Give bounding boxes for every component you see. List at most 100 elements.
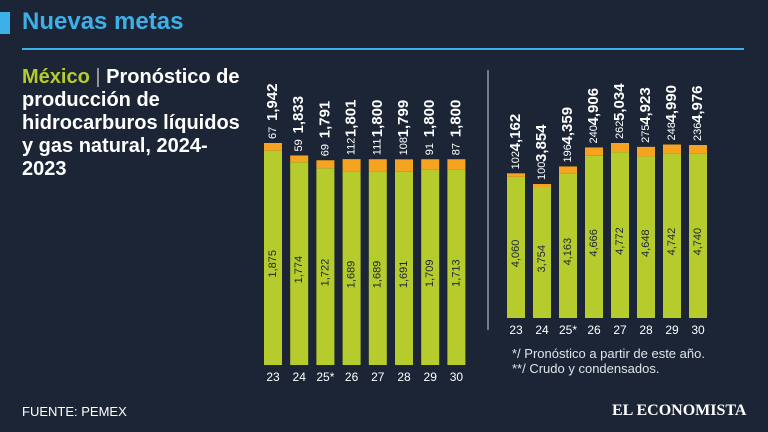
value-label: 4,740 <box>692 228 704 256</box>
value-label: 91 <box>424 143 436 155</box>
bar-segment <box>637 146 655 157</box>
value-label: 69 <box>319 144 331 156</box>
total-label: 1,799 <box>395 100 412 138</box>
value-label: 196 <box>562 144 574 162</box>
value-label: 111 <box>372 138 384 155</box>
bar-segment <box>316 168 335 365</box>
total-label: 4,990 <box>663 85 680 123</box>
value-label: 240 <box>588 125 600 143</box>
x-tick-label: 23 <box>509 323 523 337</box>
value-label: 3,754 <box>536 245 548 273</box>
note: */ Pronóstico a partir de este año. <box>512 346 705 361</box>
title: Nuevas metas <box>22 8 184 35</box>
x-tick-label: 23 <box>266 370 280 384</box>
x-tick-label: 30 <box>450 370 464 384</box>
bar-segment <box>559 173 577 318</box>
value-label: 1,689 <box>346 261 358 289</box>
title-marker <box>0 12 10 34</box>
total-label: 4,162 <box>507 114 524 152</box>
x-tick-label: 30 <box>691 323 705 337</box>
total-label: 4,359 <box>559 107 576 145</box>
highlight: México <box>22 66 90 88</box>
total-label: 3,854 <box>533 124 550 162</box>
logo: EL ECONOMISTA <box>612 402 747 419</box>
x-tick-label: 25* <box>316 370 334 384</box>
value-label: 1,774 <box>293 256 305 284</box>
bar-segment <box>507 173 525 177</box>
bar-segment <box>447 169 466 365</box>
value-label: 4,742 <box>666 228 678 256</box>
bar-segment <box>264 150 282 365</box>
x-tick-label: 27 <box>613 323 627 337</box>
bar-segment <box>559 166 577 174</box>
bar-segment <box>585 147 603 156</box>
bar-segment <box>507 176 525 318</box>
x-tick-label: 25* <box>559 323 577 337</box>
total-label: 5,034 <box>611 83 628 121</box>
bar-segment <box>290 155 309 163</box>
value-label: 1,722 <box>319 259 331 287</box>
value-label: 108 <box>398 137 410 155</box>
total-label: 1,942 <box>264 83 281 121</box>
bar-segment <box>611 152 629 318</box>
total-label: 1,791 <box>316 101 333 139</box>
total-label: 4,976 <box>689 85 706 123</box>
value-label: 236 <box>692 123 704 141</box>
value-label: 262 <box>614 121 626 139</box>
bar-segment <box>611 143 629 153</box>
value-label: 4,666 <box>588 229 600 257</box>
bar-segment <box>421 159 440 170</box>
x-tick-label: 27 <box>371 370 385 384</box>
value-label: 1,709 <box>424 260 436 288</box>
value-label: 4,163 <box>562 238 574 266</box>
bar-segment <box>290 162 309 365</box>
bar-segment <box>689 153 707 318</box>
bar-segment <box>395 159 413 172</box>
notes: */ Pronóstico a partir de este año. **/ … <box>512 346 705 376</box>
total-label: 1,800 <box>369 100 386 138</box>
value-label: 112 <box>346 138 358 156</box>
note: **/ Crudo y condensados. <box>512 361 660 376</box>
value-label: 1,875 <box>267 250 279 278</box>
bar-segment <box>663 144 681 154</box>
bar-segment <box>264 143 282 151</box>
x-tick-label: 29 <box>665 323 679 337</box>
value-label: 4,772 <box>614 227 626 255</box>
description-text: Pronóstico de producción de hidrocarburo… <box>22 66 240 180</box>
bar-segment <box>342 159 361 172</box>
value-label: 59 <box>293 139 305 151</box>
bar-segment <box>342 171 361 365</box>
bar-segment <box>368 171 387 365</box>
value-label: 4,648 <box>640 229 652 257</box>
bar-segment <box>368 159 387 172</box>
separator: | <box>95 66 101 88</box>
x-tick-label: 26 <box>587 323 601 337</box>
bar-segment <box>637 156 655 318</box>
total-label: 1,801 <box>343 100 360 138</box>
bar-segment <box>533 187 551 318</box>
total-label: 1,833 <box>290 96 307 134</box>
total-label: 4,923 <box>637 87 654 125</box>
x-tick-label: 28 <box>397 370 411 384</box>
bar-segment <box>689 145 707 154</box>
value-label: 1,691 <box>398 261 410 289</box>
value-label: 87 <box>450 143 462 155</box>
value-label: 1,713 <box>450 259 462 287</box>
value-label: 102 <box>510 151 522 169</box>
x-tick-label: 24 <box>535 323 549 337</box>
x-tick-label: 29 <box>424 370 438 384</box>
value-label: 248 <box>666 122 678 140</box>
bar-segment <box>447 159 466 170</box>
description: México | Pronóstico de producción de hid… <box>22 66 252 181</box>
value-label: 275 <box>640 124 652 142</box>
total-label: 1,800 <box>421 100 438 138</box>
title-rule <box>22 48 744 50</box>
bar-segment <box>395 171 413 365</box>
value-label: 100 <box>536 162 548 180</box>
value-label: 1,689 <box>372 261 384 289</box>
bar-segment <box>316 160 335 169</box>
x-tick-label: 26 <box>345 370 359 384</box>
value-label: 67 <box>267 127 279 139</box>
